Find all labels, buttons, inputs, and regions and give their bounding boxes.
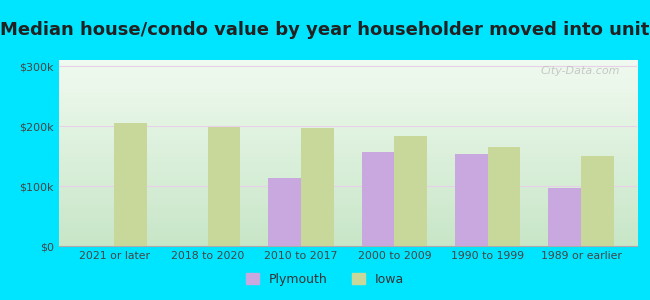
Bar — [581, 156, 614, 246]
Bar — [395, 136, 427, 246]
Bar — [114, 123, 147, 246]
Bar — [362, 152, 395, 246]
Text: City-Data.com: City-Data.com — [540, 66, 619, 76]
Bar — [488, 147, 521, 246]
Bar — [455, 154, 488, 246]
Bar — [208, 127, 240, 246]
Text: Median house/condo value by year householder moved into unit: Median house/condo value by year househo… — [0, 21, 650, 39]
Bar — [301, 128, 333, 246]
Bar — [549, 188, 581, 246]
Legend: Plymouth, Iowa: Plymouth, Iowa — [241, 268, 409, 291]
Bar — [268, 178, 301, 246]
